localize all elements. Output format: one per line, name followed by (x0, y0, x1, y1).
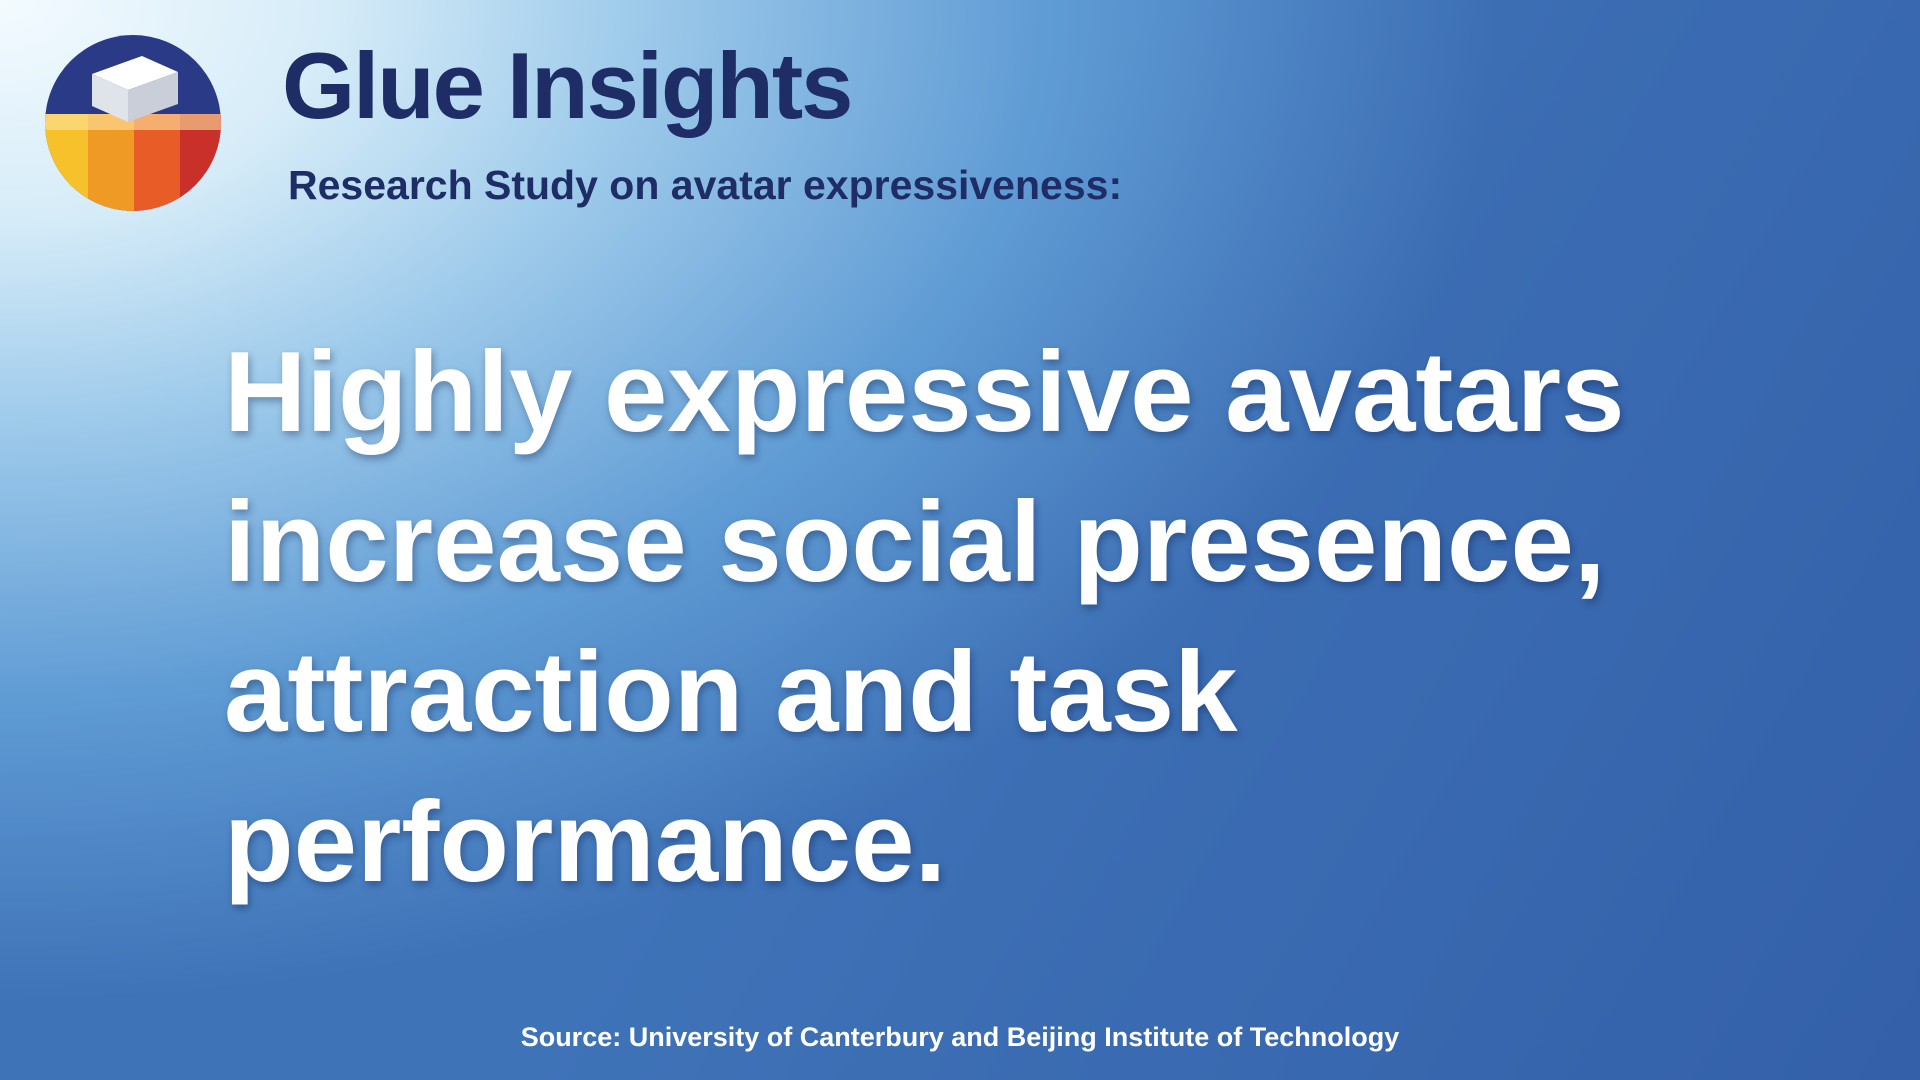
headline-line: increase social presence, (224, 479, 1606, 606)
source: Source: University of Canterbury and Bei… (520, 1022, 1400, 1052)
headline-line: Highly expressive avatars (224, 329, 1625, 456)
logo (45, 35, 221, 211)
headline: Highly expressive avatars increase social… (224, 318, 1625, 918)
title: Glue Insights (282, 33, 853, 138)
headline-line: attraction and task (224, 629, 1238, 756)
headline-line: performance. (224, 779, 947, 906)
subtitle: Research Study on avatar expressiveness: (288, 162, 1123, 208)
